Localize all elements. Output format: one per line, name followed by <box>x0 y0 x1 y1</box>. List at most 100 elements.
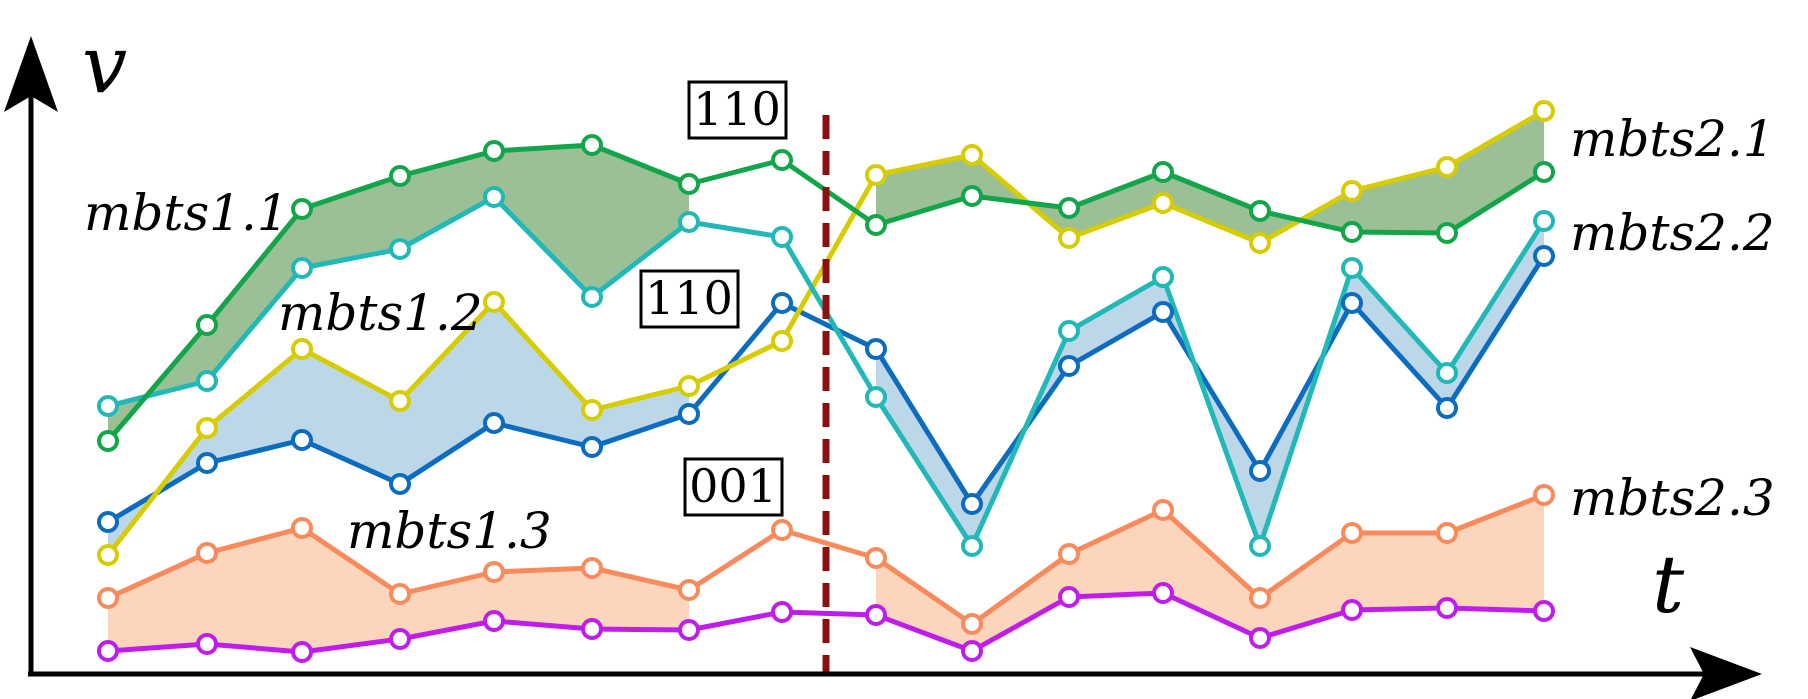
series-point-green-9 <box>865 214 887 236</box>
series-point-blue-3 <box>291 429 313 451</box>
code-box-top-frame <box>687 80 788 140</box>
series-line-blue <box>106 254 1547 525</box>
series-point-purple-8 <box>771 601 793 623</box>
code-box-bottom-frame <box>683 457 784 517</box>
series-point-teal-8 <box>771 226 793 248</box>
series-point-green-10 <box>961 185 983 207</box>
series-point-green-14 <box>1341 221 1363 243</box>
series-point-green-4 <box>389 165 411 187</box>
series-point-teal-7 <box>678 211 700 233</box>
code-box-bottom-text: 001 <box>689 459 777 513</box>
series-point-yellow-12 <box>1152 192 1174 214</box>
label-mbts1-1: mbts1.1 <box>84 184 289 242</box>
series-point-orange-15 <box>1436 522 1458 544</box>
series-point-blue-8 <box>771 292 793 314</box>
series-point-purple-4 <box>389 628 411 650</box>
label-mbts2-2: mbts2.2 <box>1570 204 1775 262</box>
code-box-bottom: 001 <box>683 457 784 517</box>
shaded-band-2 <box>876 111 1544 243</box>
series-group <box>97 100 1555 663</box>
series-point-purple-15 <box>1436 597 1458 619</box>
shaded-band-3 <box>108 302 689 555</box>
label-mbts2-3: mbts2.3 <box>1570 469 1775 527</box>
series-point-orange-16 <box>1533 484 1555 506</box>
series-point-teal-11 <box>1058 320 1080 342</box>
series-point-teal-15 <box>1436 362 1458 384</box>
y-axis-label: v <box>82 18 127 111</box>
series-point-orange-3 <box>291 517 313 539</box>
series-point-green-5 <box>483 140 505 162</box>
series-point-blue-9 <box>865 338 887 360</box>
series-point-blue-6 <box>581 436 603 458</box>
series-point-green-3 <box>291 198 313 220</box>
series-point-yellow-2 <box>196 417 218 439</box>
series-point-green-7 <box>678 173 700 195</box>
series-point-blue-10 <box>961 493 983 515</box>
series-point-yellow-13 <box>1249 232 1271 254</box>
series-point-teal-13 <box>1249 535 1271 557</box>
series-point-blue-1 <box>97 511 119 533</box>
series-point-teal-1 <box>97 395 119 417</box>
x-axis-arrow-icon <box>1690 647 1762 699</box>
series-point-yellow-8 <box>771 330 793 352</box>
series-point-orange-10 <box>961 613 983 635</box>
series-point-teal-10 <box>961 535 983 557</box>
series-point-purple-12 <box>1152 582 1174 604</box>
series-point-green-15 <box>1436 222 1458 244</box>
series-point-orange-5 <box>483 561 505 583</box>
series-point-yellow-15 <box>1436 156 1458 178</box>
shaded-band-1 <box>108 145 689 441</box>
series-point-yellow-14 <box>1341 180 1363 202</box>
series-point-yellow-1 <box>97 544 119 566</box>
series-point-teal-4 <box>389 238 411 260</box>
series-point-purple-9 <box>865 604 887 626</box>
series-point-yellow-5 <box>483 291 505 313</box>
series-point-teal-6 <box>581 286 603 308</box>
series-point-blue-13 <box>1249 460 1271 482</box>
series-point-purple-10 <box>961 640 983 662</box>
series-point-purple-3 <box>291 641 313 663</box>
series-point-blue-16 <box>1533 245 1555 267</box>
series-point-orange-13 <box>1249 587 1271 609</box>
label-mbts2-1: mbts2.1 <box>1570 110 1775 168</box>
series-point-purple-11 <box>1058 586 1080 608</box>
series-point-teal-9 <box>865 386 887 408</box>
series-point-purple-13 <box>1249 627 1271 649</box>
code-box-middle-frame <box>639 269 740 329</box>
series-point-orange-14 <box>1341 522 1363 544</box>
series-point-green-1 <box>97 430 119 452</box>
series-point-teal-16 <box>1533 210 1555 232</box>
series-point-yellow-11 <box>1058 227 1080 249</box>
axes: v t <box>4 18 1762 699</box>
series-point-orange-7 <box>678 579 700 601</box>
series-point-blue-7 <box>678 403 700 425</box>
series-point-green-2 <box>196 314 218 336</box>
series-point-teal-5 <box>483 186 505 208</box>
series-point-orange-2 <box>196 542 218 564</box>
series-line-purple <box>107 590 1545 655</box>
series-point-green-13 <box>1249 200 1271 222</box>
series-point-purple-16 <box>1533 600 1555 622</box>
series-point-blue-2 <box>196 452 218 474</box>
series-point-orange-4 <box>389 583 411 605</box>
series-line-yellow <box>106 108 1546 557</box>
series-point-orange-6 <box>581 557 603 579</box>
series-point-blue-14 <box>1341 292 1363 314</box>
code-box-middle-text: 110 <box>645 271 733 325</box>
x-axis-label: t <box>1652 538 1685 631</box>
series-point-orange-12 <box>1152 499 1174 521</box>
shaded-band-5 <box>108 528 689 652</box>
series-point-purple-14 <box>1341 599 1363 621</box>
series-point-green-8 <box>771 149 793 171</box>
series-point-teal-3 <box>291 257 313 279</box>
code-box-middle: 110 <box>639 269 740 329</box>
series-point-teal-12 <box>1152 266 1174 288</box>
label-mbts1-3: mbts1.3 <box>347 502 552 560</box>
shaded-band-4 <box>876 221 1544 546</box>
label-mbts1-2: mbts1.2 <box>278 284 483 342</box>
series-point-green-11 <box>1058 197 1080 219</box>
series-point-yellow-6 <box>581 399 603 421</box>
series-point-blue-11 <box>1058 355 1080 377</box>
series-point-yellow-4 <box>389 390 411 412</box>
